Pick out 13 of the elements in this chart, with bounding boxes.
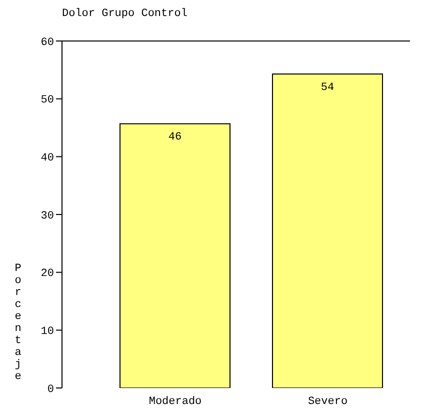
y-tick-label: 20 <box>40 268 54 280</box>
data-label: 46 <box>168 132 182 144</box>
x-tick-label: Severo <box>308 396 348 408</box>
x-tick-label: Moderado <box>148 396 202 408</box>
data-label: 54 <box>320 82 334 94</box>
y-tick-label: 10 <box>40 326 54 338</box>
chart-title: Dolor Grupo Control <box>62 8 188 20</box>
y-tick-label: 60 <box>40 36 54 49</box>
y-tick-label: 40 <box>40 152 54 165</box>
text: Porcentaje <box>14 263 22 383</box>
y-tick-label: 30 <box>40 210 54 222</box>
y-tick-label: 50 <box>40 94 54 107</box>
y-tick-label: 0 <box>47 384 54 396</box>
